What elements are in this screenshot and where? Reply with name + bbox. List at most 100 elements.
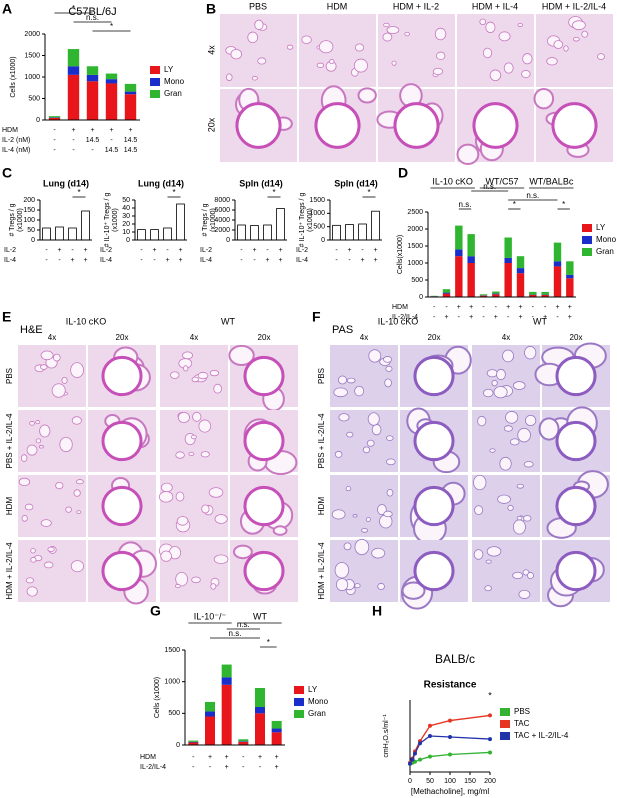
tissue-space [213,554,229,565]
tissue-space [334,562,350,579]
annotation: * [72,4,75,13]
data-point [428,723,432,728]
tissue-space [357,87,377,104]
bar-segment [255,713,265,745]
row-value: - [556,314,559,321]
bar [68,227,77,241]
row-value: + [109,127,113,134]
airway [555,485,597,527]
tissue-space [493,386,508,399]
airway [101,420,143,462]
row-value: - [45,257,48,264]
tissue-space [516,515,523,521]
tissue-space [384,378,392,388]
tissue-space [247,31,259,44]
y-tick-label: 2000 [407,226,423,233]
y-tick-label: 2000 [214,227,230,234]
y-tick-label: 2000 [24,31,40,38]
y-axis-label: (x1000) [307,208,314,232]
airway [314,102,361,149]
row-value: - [507,314,510,321]
tissue-space [499,456,512,471]
tissue-space [160,482,173,493]
row-value: - [335,257,338,264]
y-axis-label: # IL-10⁺ Tregs / g [299,193,306,248]
row-value: + [568,314,572,321]
annotation: * [267,638,270,647]
row-value: + [178,257,182,264]
legend-label: Mono [308,697,329,706]
legend-swatch [294,710,304,718]
tissue-space [192,411,202,422]
annotation: * [172,188,175,197]
legend-swatch [582,236,592,244]
x-tick-label: 50 [426,778,434,785]
bar [81,210,90,241]
bar-segment [188,741,199,743]
y-tick-label: 1500 [407,243,423,250]
tissue-space [26,444,38,456]
tissue-space [404,31,410,37]
legend-swatch [294,686,304,694]
tissue-space [286,44,294,50]
tissue-space [24,503,34,511]
tissue-space [71,416,82,425]
data-point [418,757,422,762]
tissue-space [170,371,180,379]
tissue-space [485,21,496,34]
row-label: PBS [5,368,14,384]
tissue-space [209,369,220,377]
y-axis-label: (x1000) [210,208,217,232]
annotation: n.s. [526,191,539,200]
y-tick-label: 100 [23,217,35,224]
tissue-space [201,504,210,514]
tissue-space [228,344,255,366]
y-tick-label: 0 [31,237,35,244]
bar-segment [48,117,61,120]
row-label: IL-2 [296,247,308,254]
tissue-space [331,509,346,520]
bar-segment [442,289,451,293]
data-point [428,734,432,738]
row-value: - [458,314,461,321]
row-label: IL-2 [4,247,16,254]
row-value: - [53,127,56,134]
tissue-space [523,461,534,468]
tissue-space [39,364,48,370]
row-value: - [192,764,195,771]
annotation: n.s. [459,200,472,209]
group-label: IL-10⁻/⁻ [194,611,227,621]
tissue-space [25,577,34,584]
tissue-space [383,22,390,28]
annotation: n.s. [86,13,99,22]
row-value: - [71,247,74,254]
chart-title: Spln (d14) [239,178,283,188]
annotation: * [513,200,516,209]
row-value: + [506,304,510,311]
tissue-space [318,40,334,54]
bar-segment [492,293,500,295]
tissue-space [473,474,487,491]
bar-segment [455,256,463,297]
tissue-space [346,377,356,384]
tissue-space [35,438,42,444]
row-value: - [532,304,535,311]
row-value: - [242,754,245,761]
row-label: IL-4 (nM) [2,147,30,154]
row-label: HDM [5,497,14,516]
tissue-space [432,67,444,76]
row-value: + [258,754,262,761]
row-value: + [457,304,461,311]
row-label: 20x [206,117,216,132]
bar-segment [529,294,537,297]
row-value: - [259,764,262,771]
row-label: 4x [206,45,216,55]
bar-segment [553,261,562,267]
annotation: * [110,22,113,31]
magnification-label: 20x [428,333,441,342]
row-value: - [140,247,143,254]
tissue-space [30,548,36,554]
tissue-space [517,23,524,27]
bar-segment [504,237,512,258]
bar-segment [238,739,249,742]
